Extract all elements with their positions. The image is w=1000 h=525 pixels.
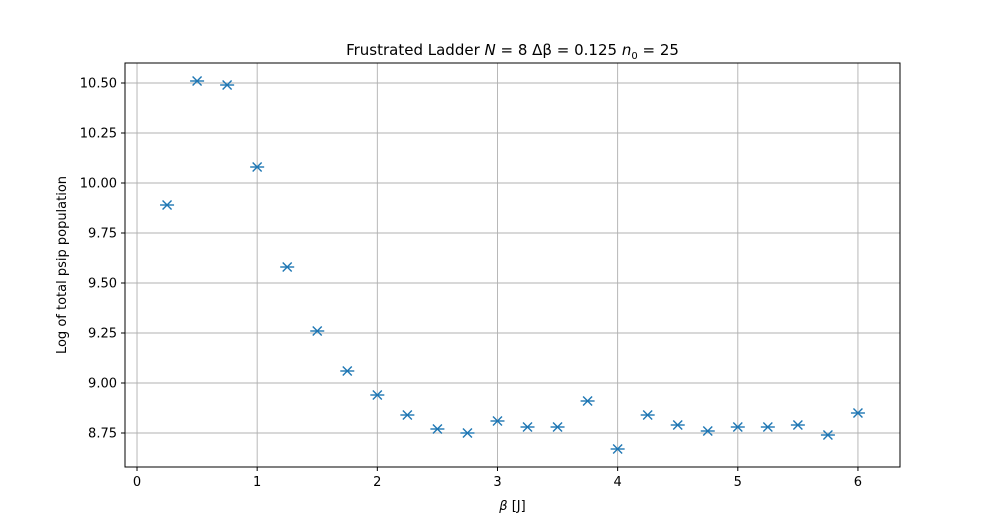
y-tick-label: 10.25 — [80, 127, 117, 142]
y-tick-label: 8.75 — [88, 427, 117, 442]
data-point — [310, 326, 325, 336]
y-tick-label: 9.75 — [88, 227, 117, 242]
data-point — [550, 422, 565, 432]
data-point — [430, 424, 445, 434]
y-tick-label: 10.50 — [80, 77, 117, 92]
data-point — [730, 422, 745, 432]
y-tick-label: 9.00 — [88, 377, 117, 392]
x-axis-label: β [J] — [498, 499, 525, 514]
data-point — [760, 422, 775, 432]
x-tick-label: 5 — [734, 475, 742, 490]
data-point — [190, 76, 205, 86]
y-tick-label: 9.50 — [88, 277, 117, 292]
x-tick-label: 0 — [133, 475, 141, 490]
ticks-layer: 0 1 2 3 4 5 6 8.75 9.00 9.25 9.50 9.75 10.00 10.25 10.… — [80, 77, 862, 491]
chart-title: Frustrated Ladder N = 8 Δβ = 0.125 n0 = … — [346, 41, 679, 62]
data-point — [340, 366, 355, 376]
data-point — [820, 430, 835, 440]
x-tick-label: 3 — [493, 475, 501, 490]
data-point — [850, 408, 865, 418]
data-point — [250, 162, 265, 172]
data-point — [610, 444, 625, 454]
data-point — [580, 396, 595, 406]
y-tick-label: 10.00 — [80, 177, 117, 192]
data-point — [700, 426, 715, 436]
x-tick-label: 2 — [373, 475, 381, 490]
x-tick-label: 1 — [253, 475, 261, 490]
data-point — [220, 80, 235, 90]
data-point — [670, 420, 685, 430]
y-axis-label: Log of total psip population — [55, 176, 70, 354]
plot-frame — [124, 62, 901, 468]
data-point — [280, 262, 295, 272]
data-point — [460, 428, 475, 438]
x-tick-label: 4 — [613, 475, 621, 490]
data-point — [400, 410, 415, 420]
data-point — [490, 416, 505, 426]
data-point — [520, 422, 535, 432]
data-point — [160, 200, 175, 210]
data-point — [790, 420, 805, 430]
x-tick-label: 6 — [854, 475, 862, 490]
marks-layer — [160, 76, 865, 454]
data-point — [370, 390, 385, 400]
y-tick-label: 9.25 — [88, 327, 117, 342]
data-point — [640, 410, 655, 420]
grid-layer — [125, 63, 900, 467]
